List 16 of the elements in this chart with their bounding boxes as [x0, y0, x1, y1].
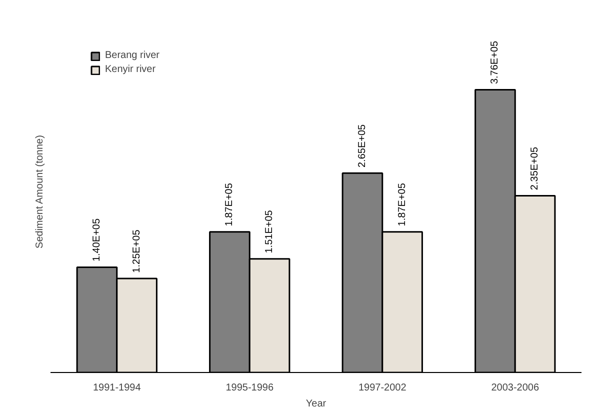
legend-label: Berang river [105, 50, 160, 61]
data-label: 1.87E+05 [224, 182, 236, 226]
data-label: 3.76E+05 [490, 40, 501, 84]
x-tick-label: 1995-1996 [226, 382, 274, 394]
x-tick-label: 1997-2002 [358, 382, 407, 394]
y-axis-title: Sediment Amount (tonne) [34, 135, 46, 248]
data-label: 1.87E+05 [396, 182, 408, 226]
x-axis-title: Year [306, 398, 327, 410]
data-label: 1.51E+05 [264, 210, 276, 254]
x-tick-label: 2003-2006 [491, 382, 540, 394]
data-label: 1.25E+05 [131, 229, 142, 273]
data-label: 1.40E+05 [91, 218, 102, 262]
data-label: 2.35E+05 [530, 146, 541, 190]
data-label: 2.65E+05 [356, 124, 368, 168]
legend-label: Kenyir river [105, 64, 156, 75]
x-tick-label: 1991-1994 [92, 382, 142, 394]
